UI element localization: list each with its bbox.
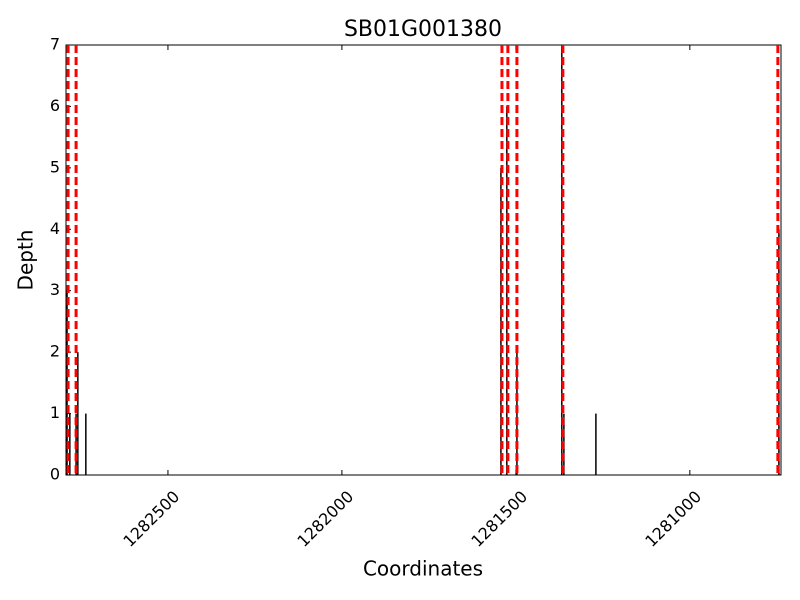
y-tick-label: 7 (50, 35, 60, 54)
x-axis-label: Coordinates (363, 557, 483, 581)
x-tick-label: 1281000 (641, 487, 705, 551)
y-tick-label: 2 (50, 342, 60, 361)
x-tick-label: 1281500 (467, 487, 531, 551)
x-tick-label: 1282500 (119, 487, 183, 551)
chart-title: SB01G001380 (344, 17, 502, 42)
plot-frame (65, 44, 782, 476)
y-tick-label: 5 (50, 157, 60, 176)
x-tick-label: 1282000 (293, 487, 357, 551)
y-tick-label: 6 (50, 96, 60, 115)
y-tick-label: 4 (50, 219, 60, 238)
y-axis-label: Depth (14, 230, 38, 291)
y-tick-label: 0 (50, 465, 60, 484)
y-tick-label: 3 (50, 280, 60, 299)
y-tick-label: 1 (50, 403, 60, 422)
